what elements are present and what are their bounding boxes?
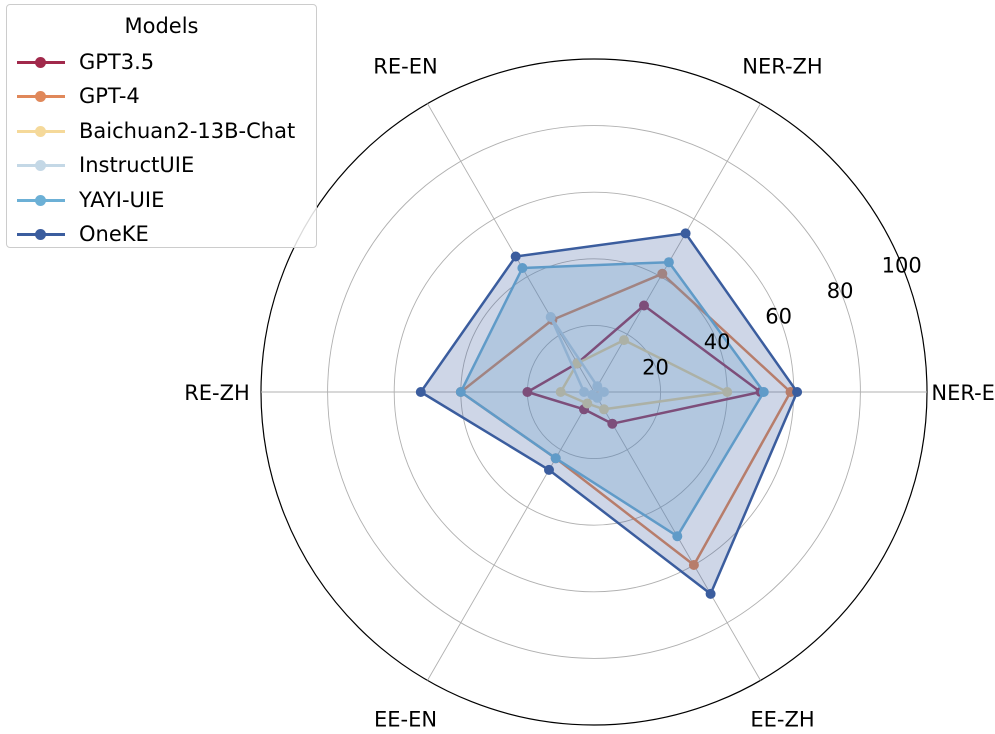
legend-item-baichuan2-13b-chat: Baichuan2-13B-Chat (17, 116, 295, 146)
legend-marker (35, 160, 46, 172)
radial-tick-label: 100 (882, 254, 922, 278)
series-gpt-4-point (657, 268, 668, 279)
series-gpt3-5-point (607, 418, 618, 429)
axis-label-re-zh: RE-ZH (184, 381, 250, 405)
legend-label: InstructUIE (79, 153, 195, 178)
legend-title: Models (124, 14, 199, 38)
series-oneke-point (705, 588, 716, 599)
radial-tick-label: 40 (704, 330, 731, 354)
series-baichuan2-13b-chat-point (582, 398, 593, 409)
legend-label: Baichuan2-13B-Chat (79, 118, 296, 143)
radial-tick-label: 80 (827, 279, 854, 303)
series-yayi-uie-point (758, 387, 769, 397)
legend-marker (35, 125, 46, 137)
series-yayi-uie-point (672, 531, 683, 542)
axis-label-re-en: RE-EN (373, 55, 437, 79)
legend-swatch (17, 116, 65, 146)
series-instructuie-point (545, 312, 556, 322)
legend-label: YAYI-UIE (79, 187, 165, 212)
series-baichuan2-13b-chat-point (599, 404, 609, 415)
axis-label-ner-zh: NER-ZH (742, 55, 822, 79)
series-gpt3-5-point (639, 300, 649, 311)
legend-item-gpt3-5: GPT3.5 (17, 47, 154, 77)
legend-item-oneke: OneKE (17, 219, 149, 249)
legend-label: OneKE (79, 222, 149, 246)
legend-marker (35, 91, 46, 103)
legend-item-instructuie: InstructUIE (17, 150, 194, 180)
axis-spoke (427, 103, 595, 393)
series-gpt-4-point (688, 560, 699, 570)
series-instructuie-point (579, 387, 589, 397)
series-instructuie-point (599, 387, 609, 397)
legend-marker (35, 194, 46, 206)
series-baichuan2-13b-chat-point (619, 335, 629, 346)
legend-item-gpt-4: GPT-4 (17, 81, 140, 111)
legend-marker (35, 229, 46, 240)
radar-labels: 20 40 60 80 100 NER-EN NER-ZH RE-EN RE-ZH EE-EN EE… (184, 55, 995, 732)
legend-swatch (17, 219, 65, 249)
legend-marker (35, 57, 46, 68)
chart-legend: Models GPT3.5 GPT-4 Baichuan2-13B-Chat Inst… (6, 4, 317, 248)
series-oneke-point (544, 464, 554, 475)
series-oneke-point (792, 387, 803, 397)
series-baichuan2-13b-chat-point (555, 387, 566, 397)
axis-label-ner-en: NER-EN (931, 381, 995, 405)
legend-swatch (17, 150, 65, 180)
legend-label: GPT3.5 (79, 50, 155, 74)
legend-item-yayi-uie: YAYI-UIE (17, 185, 164, 215)
series-gpt3-5-point (522, 387, 533, 397)
axis-label-ee-en: EE-EN (374, 708, 437, 732)
legend-swatch (17, 47, 65, 77)
series-oneke-point (680, 228, 691, 239)
radar-series (415, 228, 803, 599)
radar-grid (260, 58, 928, 726)
series-yayi-uie-point (455, 387, 466, 397)
legend-label: GPT-4 (79, 84, 140, 109)
series-yayi-uie-point (550, 453, 561, 464)
series-baichuan2-13b-chat-point (722, 387, 733, 397)
series-oneke-point (415, 387, 426, 397)
series-instructuie-point (592, 392, 603, 403)
series-yayi-uie-point (517, 263, 528, 273)
series-yayi-uie-point (663, 257, 674, 268)
series-oneke-polygon (419, 232, 799, 596)
axis-spoke (427, 391, 595, 681)
series-oneke-point (510, 251, 521, 262)
legend-swatch (17, 81, 65, 111)
axis-label-ee-zh: EE-ZH (750, 708, 814, 732)
series-instructuie-point (592, 381, 603, 392)
radial-tick-label: 20 (642, 356, 669, 380)
legend-swatch (17, 185, 65, 215)
radial-tick-label: 60 (765, 305, 792, 329)
